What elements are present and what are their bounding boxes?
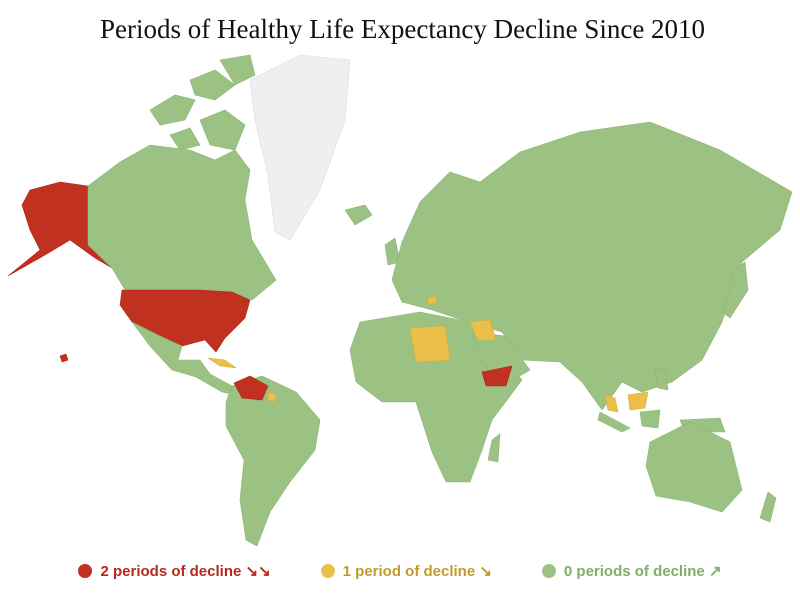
south-america[interactable] [225,375,321,547]
green-dot-icon [541,564,556,578]
iceland[interactable] [344,204,373,226]
yemen[interactable] [481,365,513,387]
guyana-region[interactable] [267,391,277,403]
canada-islands [149,54,256,151]
yellow-dot-icon [320,564,335,578]
legend-label: 0 periods of decline ↗ [563,563,722,580]
red-dot-icon [78,564,93,578]
legend: 2 periods of decline ↘↘ 1 period of decl… [0,562,800,580]
madagascar[interactable] [487,433,501,463]
legend-item-2-periods: 2 periods of decline ↘↘ [78,562,271,580]
japan[interactable] [721,261,749,319]
arabian-peninsula[interactable] [471,331,531,387]
libya[interactable] [409,325,451,363]
map-title: Periods of Healthy Life Expectancy Decli… [100,14,706,44]
canada[interactable] [87,144,277,301]
united-states[interactable] [119,289,251,353]
legend-label: 1 period of decline ↘ [342,563,492,580]
balkans-region[interactable] [427,295,437,305]
australia[interactable] [645,421,743,513]
venezuela[interactable] [233,375,269,401]
hawaii[interactable] [59,353,69,363]
new-zealand[interactable] [759,491,777,523]
cuba[interactable] [207,357,237,369]
legend-item-1-period: 1 period of decline ↘ [320,562,492,580]
legend-item-0-periods: 0 periods of decline ↗ [541,562,722,580]
legend-label: 2 periods of decline ↘↘ [100,563,271,580]
iraq[interactable] [469,319,497,341]
greenland[interactable] [249,54,351,241]
